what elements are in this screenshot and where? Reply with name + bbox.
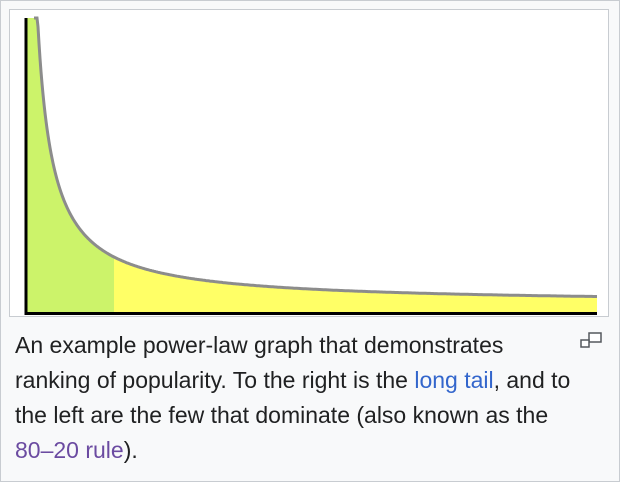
power-law-graph-image[interactable] bbox=[9, 9, 609, 317]
long-tail-link[interactable]: long tail bbox=[414, 367, 494, 393]
power-law-graph bbox=[24, 16, 597, 315]
80-20-rule-link[interactable]: 80–20 rule bbox=[15, 437, 124, 463]
head-region-area bbox=[26, 18, 114, 312]
caption-text-part-1: An example power-law graph that demonstr… bbox=[15, 332, 504, 393]
power-law-curve bbox=[34, 16, 597, 298]
figure-caption: An example power-law graph that demonstr… bbox=[15, 328, 585, 468]
caption-text-part-3: ). bbox=[123, 437, 138, 463]
caption-text-part-2: , and to the left are the few that domin… bbox=[15, 367, 571, 428]
magnify-icon[interactable] bbox=[579, 332, 603, 350]
long-tail-region-area bbox=[114, 257, 597, 312]
